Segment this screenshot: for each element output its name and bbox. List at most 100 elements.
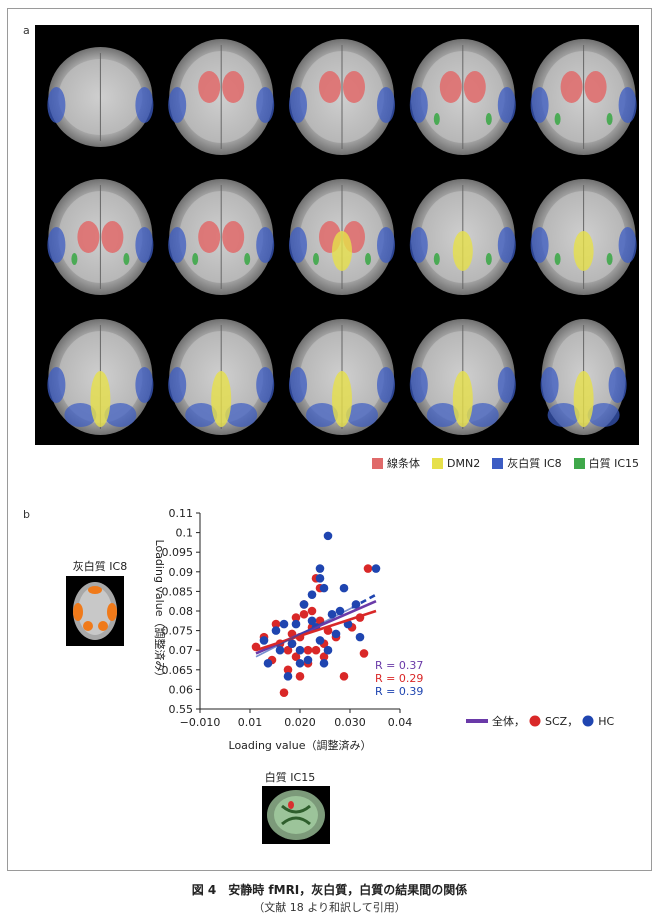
- legend-scz: SCZ，: [545, 715, 579, 728]
- scz-dot-swatch: [529, 715, 541, 727]
- scz-point: [303, 645, 313, 655]
- scz-point: [283, 665, 293, 675]
- scz-point: [295, 672, 305, 681]
- r-value-label: R = 0.39: [375, 685, 423, 698]
- r-value-label: R = 0.37: [375, 659, 423, 672]
- hc-point: [323, 531, 333, 541]
- fit-line-hc: [351, 593, 377, 609]
- scz-point: [339, 672, 349, 681]
- scz-point: [283, 645, 293, 655]
- hc-point: [283, 672, 293, 681]
- striatum-swatch: [372, 457, 383, 469]
- scz-point: [319, 652, 329, 662]
- brain-slice: [47, 179, 154, 295]
- hc-point: [287, 639, 297, 648]
- x-tick-label: 0.030: [334, 716, 366, 729]
- y-tick-label: 0.09: [169, 566, 194, 579]
- hc-point: [295, 658, 305, 668]
- y-tick-label: 0.085: [162, 585, 194, 598]
- brain-slice: [168, 319, 275, 435]
- brain-slice: [409, 39, 516, 155]
- hc-point: [279, 619, 289, 629]
- brain-slice: [47, 47, 154, 147]
- hc-point: [271, 626, 281, 635]
- hc-point: [259, 636, 269, 645]
- scz-point: [279, 688, 289, 697]
- scz-point: [299, 609, 309, 619]
- brain-slice: [168, 39, 275, 155]
- hc-point: [303, 655, 313, 665]
- y-tick-label: 0.11: [169, 507, 194, 520]
- brain-slice: [289, 179, 395, 295]
- thumb-white-ic15-label: 白質 IC15: [264, 771, 316, 784]
- legend-gray-ic8: 灰白質 IC8: [507, 457, 562, 470]
- y-tick-label: 0.06: [169, 683, 194, 696]
- r-value-label: R = 0.29: [375, 672, 423, 685]
- hc-point: [307, 616, 317, 626]
- y-tick-label: 0.55: [169, 703, 194, 716]
- legend-hc: HC: [598, 714, 615, 728]
- x-tick-label: 0.01: [238, 716, 263, 729]
- hc-point: [295, 645, 305, 655]
- brain-slice: [168, 179, 275, 295]
- scz-point: [363, 564, 373, 573]
- hc-point: [339, 583, 349, 593]
- gray-ic8-swatch: [492, 457, 504, 469]
- legend-b: 全体， SCZ， HC: [466, 713, 614, 729]
- legend-striatum: 線条体: [387, 457, 420, 470]
- chart-axes: −0.010 0.01 0.020 0.030 0.04 0.55 0.06 0.065 0.0…: [162, 507, 413, 729]
- hc-point: [315, 636, 325, 645]
- y-tick-label: 0.07: [169, 644, 194, 657]
- hc-point: [319, 583, 329, 593]
- figure-caption-source: （文献 18 より和訳して引用）: [253, 901, 406, 914]
- brain-slice: [540, 319, 627, 435]
- hc-point: [331, 629, 341, 639]
- y-tick-label: 0.075: [162, 625, 194, 638]
- hc-point: [355, 632, 365, 642]
- y-tick-label: 0.1: [176, 527, 194, 540]
- y-tick-label: 0.095: [162, 546, 194, 559]
- legend-all: 全体，: [492, 715, 525, 728]
- x-axis-label: Loading value（調整済み）: [229, 738, 372, 752]
- white-ic15-brain-thumbnail: [262, 786, 330, 844]
- scz-point: [359, 649, 369, 658]
- panel-a-label: a: [23, 24, 30, 37]
- scatter-chart: −0.010 0.01 0.020 0.030 0.04 0.55 0.06 0.065 0.0…: [153, 507, 423, 752]
- hc-point: [315, 564, 325, 573]
- legend-a: 線条体 DMN2 灰白質 IC8 白質 IC15: [364, 455, 639, 471]
- hc-point: [299, 600, 309, 609]
- hc-point: [307, 590, 317, 599]
- hc-point: [371, 564, 381, 573]
- brain-slices-grid: [35, 25, 639, 445]
- dmn2-swatch: [432, 457, 443, 469]
- y-axis-label: Loading value（調整済み）: [153, 540, 167, 683]
- brain-slice: [289, 319, 395, 435]
- y-tick-label: 0.08: [169, 605, 194, 618]
- x-tick-label: 0.020: [284, 716, 316, 729]
- hc-point: [323, 645, 333, 655]
- brain-slice: [409, 179, 516, 295]
- scz-point: [271, 619, 281, 629]
- x-tick-label: −0.010: [180, 716, 221, 729]
- y-tick-label: 0.065: [162, 664, 194, 677]
- legend-dmn2: DMN2: [447, 456, 481, 470]
- x-tick-label: 0.04: [388, 716, 413, 729]
- panel-b-label: b: [23, 508, 30, 521]
- white-ic15-swatch: [573, 457, 585, 469]
- hc-point: [291, 619, 301, 629]
- all-line-swatch: [466, 719, 488, 723]
- scz-point: [291, 652, 301, 662]
- hc-point: [263, 658, 273, 668]
- hc-dot-swatch: [582, 715, 594, 727]
- brain-slice: [530, 39, 637, 155]
- figure-frame: [7, 8, 652, 871]
- scz-point: [307, 606, 317, 616]
- legend-white-ic15: 白質 IC15: [588, 457, 640, 470]
- hc-point: [319, 658, 329, 668]
- gray-ic8-brain-thumbnail: [66, 576, 124, 646]
- fit-line-scz: [255, 609, 377, 652]
- brain-slice: [409, 319, 516, 435]
- scz-point: [311, 645, 321, 655]
- scz-point: [291, 613, 301, 622]
- fit-line-hc-solid: [255, 607, 353, 658]
